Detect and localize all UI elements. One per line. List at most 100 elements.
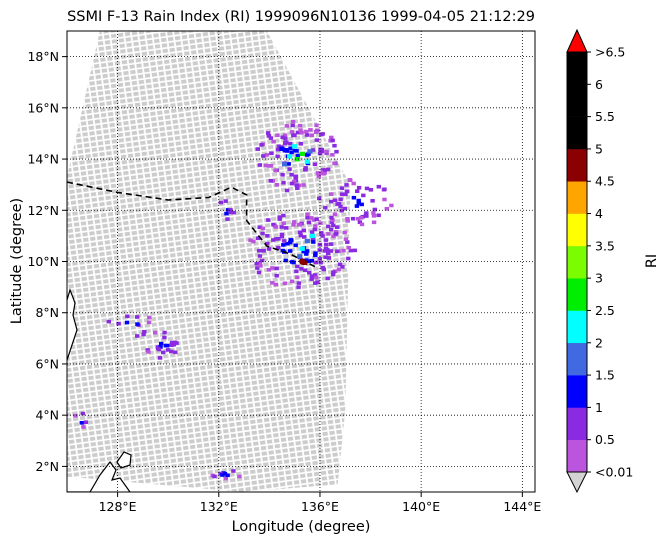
rain-cell bbox=[289, 181, 295, 186]
rain-cell bbox=[162, 335, 167, 340]
rain-cell bbox=[315, 280, 320, 284]
rain-cell bbox=[225, 217, 230, 221]
rain-cell bbox=[265, 131, 271, 135]
rain-cell bbox=[257, 225, 262, 230]
rain-cell bbox=[344, 189, 350, 194]
rain-cell bbox=[322, 168, 328, 172]
rain-cell bbox=[286, 162, 291, 166]
rain-cell bbox=[326, 167, 331, 172]
rain-cell bbox=[265, 234, 270, 238]
rain-cell bbox=[372, 207, 377, 212]
rain-cell bbox=[376, 184, 381, 189]
rain-cell bbox=[342, 206, 348, 211]
rain-cell bbox=[296, 183, 302, 188]
colorbar-segment bbox=[567, 181, 587, 214]
chart-title: SSMI F-13 Rain Index (RI) 1999096N10136 … bbox=[67, 9, 535, 25]
rain-cell bbox=[312, 162, 318, 167]
colorbar-label: RI bbox=[644, 254, 660, 268]
rain-cell bbox=[283, 136, 288, 141]
rain-cell bbox=[260, 231, 265, 236]
rain-cell bbox=[295, 264, 300, 269]
rain-cell bbox=[333, 198, 338, 203]
rain-cell bbox=[276, 144, 282, 149]
rain-cell bbox=[348, 248, 353, 253]
rain-cell bbox=[284, 226, 289, 230]
rain-cell bbox=[294, 269, 299, 274]
rain-cell bbox=[225, 473, 230, 478]
rain-cell bbox=[320, 234, 325, 238]
rain-cell bbox=[296, 281, 302, 285]
rain-cell bbox=[220, 473, 225, 477]
rain-cell bbox=[308, 128, 313, 132]
x-tick-label: 136°E bbox=[301, 499, 339, 514]
rain-cell bbox=[296, 130, 301, 135]
rain-cell bbox=[311, 236, 316, 241]
rain-cell-labelled bbox=[304, 159, 310, 164]
colorbar-tick-label: 1.5 bbox=[595, 368, 615, 383]
rain-cell bbox=[294, 183, 299, 187]
rain-cell bbox=[337, 262, 343, 267]
rain-cell bbox=[288, 146, 293, 151]
rain-cell bbox=[281, 180, 286, 185]
rain-cell bbox=[293, 243, 298, 248]
rain-cell bbox=[309, 277, 314, 281]
colorbar-tick-label: >6.5 bbox=[595, 45, 625, 60]
rain-cell bbox=[307, 270, 312, 275]
rain-cell bbox=[256, 270, 262, 275]
colorbar-tick-label: 2.5 bbox=[595, 303, 615, 318]
y-axis-ticks: 2°N 4°N 6°N 8°N 10°N 12°N 14°N 16°N 18°N bbox=[27, 49, 67, 474]
rain-cell bbox=[274, 273, 279, 278]
rain-cell bbox=[331, 223, 336, 228]
rain-cell bbox=[275, 147, 281, 152]
rain-cell bbox=[301, 235, 307, 239]
rain-cell bbox=[345, 240, 350, 244]
colorbar-segment bbox=[567, 52, 587, 85]
rain-cell bbox=[256, 236, 261, 241]
rain-cell bbox=[281, 213, 286, 218]
rain-cell bbox=[356, 201, 361, 205]
y-tick-label: 6°N bbox=[35, 356, 59, 371]
rain-cell bbox=[261, 154, 266, 158]
rain-cell bbox=[289, 172, 294, 177]
rain-cell-labelled bbox=[294, 156, 300, 162]
rain-cell bbox=[382, 197, 387, 202]
rain-cell bbox=[290, 119, 296, 124]
rain-cell bbox=[288, 240, 293, 245]
rain-cell bbox=[354, 204, 360, 208]
rain-cell bbox=[306, 259, 312, 263]
rain-cell bbox=[265, 241, 270, 246]
rain-cell bbox=[309, 216, 314, 220]
rain-cell bbox=[329, 135, 334, 140]
coastline-island bbox=[67, 288, 78, 361]
rain-cell bbox=[371, 214, 377, 218]
rain-cell bbox=[293, 174, 298, 179]
rain-cell bbox=[248, 238, 253, 242]
rain-cell bbox=[271, 238, 276, 242]
rain-cell bbox=[317, 257, 322, 261]
rain-cell bbox=[329, 199, 334, 204]
rain-cell bbox=[298, 222, 303, 227]
colorbar-segment bbox=[567, 116, 587, 150]
rain-cell bbox=[260, 249, 265, 253]
rain-cell bbox=[306, 220, 312, 225]
rain-cell bbox=[310, 148, 316, 152]
rain-cell bbox=[270, 266, 275, 270]
rain-cell bbox=[318, 221, 323, 225]
rain-cell bbox=[319, 171, 324, 175]
rain-cell bbox=[313, 253, 318, 258]
rain-cell bbox=[223, 199, 228, 203]
rain-cell bbox=[304, 252, 309, 256]
rain-cell bbox=[281, 221, 286, 225]
rain-cell bbox=[329, 216, 334, 220]
rain-cell bbox=[266, 268, 272, 272]
y-tick-label: 18°N bbox=[27, 49, 59, 64]
rain-cell bbox=[283, 258, 288, 263]
rain-cell bbox=[169, 343, 174, 347]
rain-cell bbox=[228, 208, 233, 212]
rain-cell bbox=[318, 260, 323, 265]
colorbar-tick-label: 3 bbox=[595, 271, 603, 286]
rain-cell bbox=[284, 124, 290, 128]
rain-cell bbox=[313, 130, 319, 134]
rain-cell bbox=[303, 166, 308, 170]
